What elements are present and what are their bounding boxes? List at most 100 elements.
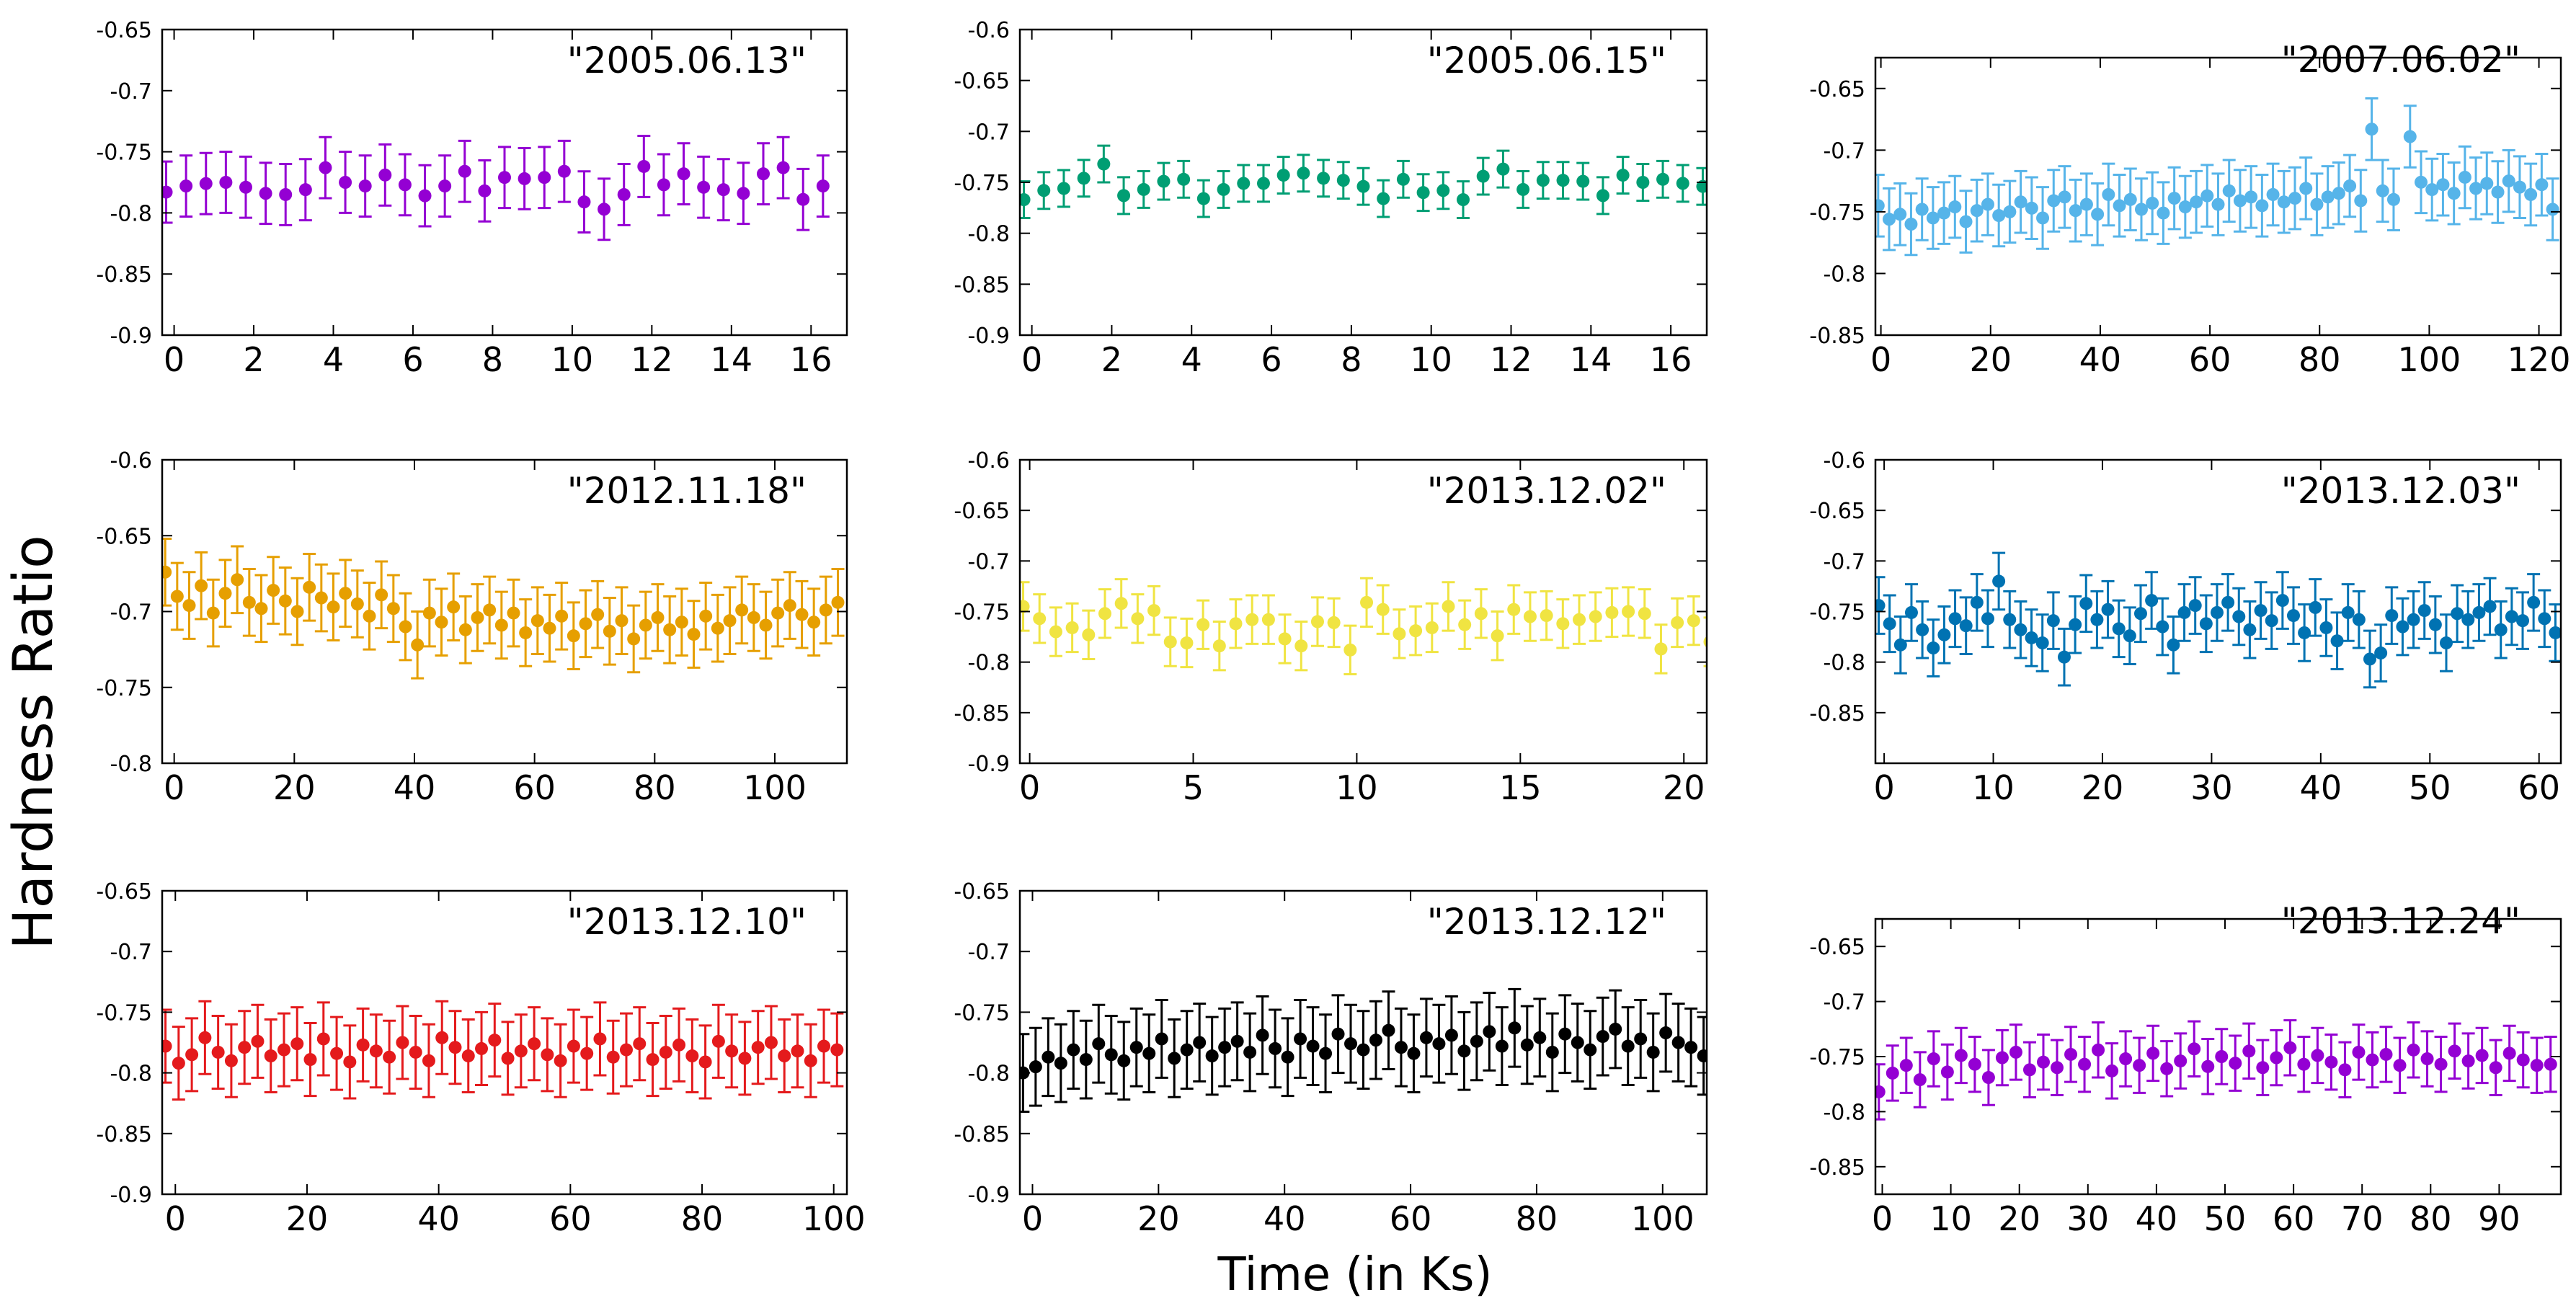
data-point bbox=[2436, 178, 2450, 192]
chart-panel-4: -0.8 -0.75 -0.7 -0.65 -0.6 0 20 40 60 80 100 "2012.… bbox=[96, 448, 848, 807]
data-point bbox=[1343, 643, 1357, 657]
data-point bbox=[2396, 620, 2410, 634]
x-tick-label: 0 bbox=[1019, 768, 1040, 807]
data-point bbox=[2119, 1052, 2133, 1066]
data-point bbox=[1937, 628, 1951, 641]
data-point bbox=[1079, 1053, 1093, 1067]
x-tick-label: 60 bbox=[2273, 1199, 2315, 1238]
data-point bbox=[555, 609, 569, 623]
data-point bbox=[2036, 1055, 2050, 1069]
data-point bbox=[699, 609, 713, 623]
data-point bbox=[1659, 1026, 1673, 1040]
data-point bbox=[783, 599, 796, 613]
data-point bbox=[1470, 1034, 1483, 1048]
data-point bbox=[399, 620, 412, 634]
axis-ticks: -0.85 -0.8 -0.75 -0.7 -0.65 0 20 40 60 80 100 120 bbox=[1809, 58, 2570, 379]
data-point bbox=[1129, 1041, 1143, 1054]
x-tick-label: 100 bbox=[1631, 1199, 1695, 1238]
data-point bbox=[1995, 1051, 2009, 1065]
data-point bbox=[1077, 172, 1091, 185]
data-point bbox=[343, 1055, 357, 1069]
x-tick-label: 5 bbox=[1183, 768, 1204, 807]
data-point bbox=[2447, 187, 2461, 200]
data-point bbox=[530, 614, 544, 628]
data-point bbox=[2417, 604, 2431, 618]
data-point bbox=[764, 1036, 778, 1049]
data-series bbox=[1020, 577, 1707, 676]
y-tick-label: -0.8 bbox=[967, 222, 1010, 247]
data-point bbox=[651, 610, 665, 624]
data-point bbox=[2461, 613, 2475, 626]
y-tick-label: -0.85 bbox=[1809, 1155, 1865, 1181]
data-point bbox=[2113, 199, 2126, 213]
data-point bbox=[2549, 626, 2561, 639]
data-point bbox=[251, 1034, 265, 1048]
data-point bbox=[543, 621, 556, 635]
data-point bbox=[1523, 610, 1537, 623]
data-point bbox=[2298, 626, 2311, 639]
data-point bbox=[2458, 170, 2471, 184]
data-point bbox=[1256, 177, 1270, 190]
data-point bbox=[1654, 642, 1668, 656]
data-point bbox=[1245, 613, 1259, 626]
data-point bbox=[458, 623, 472, 636]
data-point bbox=[1893, 638, 1907, 652]
data-point bbox=[2210, 605, 2224, 619]
data-point bbox=[2035, 636, 2049, 650]
y-tick-label: -0.7 bbox=[110, 600, 152, 626]
data-point bbox=[771, 606, 785, 620]
data-point bbox=[2188, 599, 2202, 613]
data-point bbox=[2374, 646, 2388, 660]
data-point bbox=[1573, 613, 1586, 626]
y-axis-label: Hardness Ratio bbox=[1, 535, 65, 949]
data-point bbox=[514, 1044, 528, 1058]
x-tick-label: 50 bbox=[2204, 1199, 2247, 1238]
y-tick-label: -0.75 bbox=[1809, 200, 1865, 226]
data-point bbox=[2167, 638, 2180, 652]
chart-panel-2: -0.9 -0.85 -0.8 -0.75 -0.7 -0.65 -0.6 0 2 4 6 8 10 12… bbox=[954, 18, 1708, 379]
data-point bbox=[267, 584, 280, 597]
data-point bbox=[1474, 607, 1488, 621]
x-tick-label: 0 bbox=[164, 768, 185, 807]
data-point bbox=[1605, 605, 1619, 619]
data-point bbox=[2244, 190, 2258, 204]
data-point bbox=[2297, 1057, 2311, 1071]
data-point bbox=[2046, 614, 2060, 628]
data-point bbox=[1970, 204, 1984, 218]
x-tick-label: 4 bbox=[323, 340, 344, 379]
data-point bbox=[1684, 1041, 1698, 1054]
data-point bbox=[528, 1037, 541, 1051]
data-point bbox=[1168, 1052, 1181, 1065]
data-point bbox=[2469, 182, 2483, 195]
data-point bbox=[1926, 211, 1940, 225]
data-point bbox=[1331, 1027, 1345, 1041]
data-point bbox=[1596, 1030, 1609, 1044]
data-point bbox=[567, 1039, 580, 1053]
y-tick-label: -0.75 bbox=[1809, 600, 1865, 626]
data-point bbox=[1954, 1049, 1968, 1062]
data-point bbox=[2480, 177, 2494, 190]
data-point bbox=[1616, 169, 1630, 182]
data-point bbox=[1533, 1031, 1547, 1044]
data-point bbox=[1276, 169, 1290, 182]
data-point bbox=[206, 606, 220, 620]
data-point bbox=[557, 164, 571, 178]
data-point bbox=[1970, 595, 1984, 609]
data-point bbox=[182, 599, 196, 613]
y-tick-label: -0.9 bbox=[967, 324, 1010, 349]
axis-ticks: -0.85 -0.8 -0.75 -0.7 -0.65 -0.6 0 10 20 30 40 50 60 bbox=[1809, 448, 2561, 807]
data-point bbox=[1671, 615, 1684, 629]
data-point bbox=[1243, 1045, 1257, 1059]
y-tick-label: -0.6 bbox=[110, 448, 152, 474]
panel-title: "2012.11.18" bbox=[567, 470, 807, 512]
data-point bbox=[211, 1045, 225, 1059]
data-point bbox=[2319, 621, 2333, 634]
data-point bbox=[350, 597, 364, 610]
data-point bbox=[1419, 1031, 1433, 1044]
data-point bbox=[1049, 625, 1062, 639]
data-point bbox=[2255, 199, 2269, 213]
data-point bbox=[1029, 1060, 1042, 1074]
data-point bbox=[2338, 1063, 2352, 1077]
data-point bbox=[2538, 612, 2551, 626]
data-point bbox=[716, 183, 730, 197]
